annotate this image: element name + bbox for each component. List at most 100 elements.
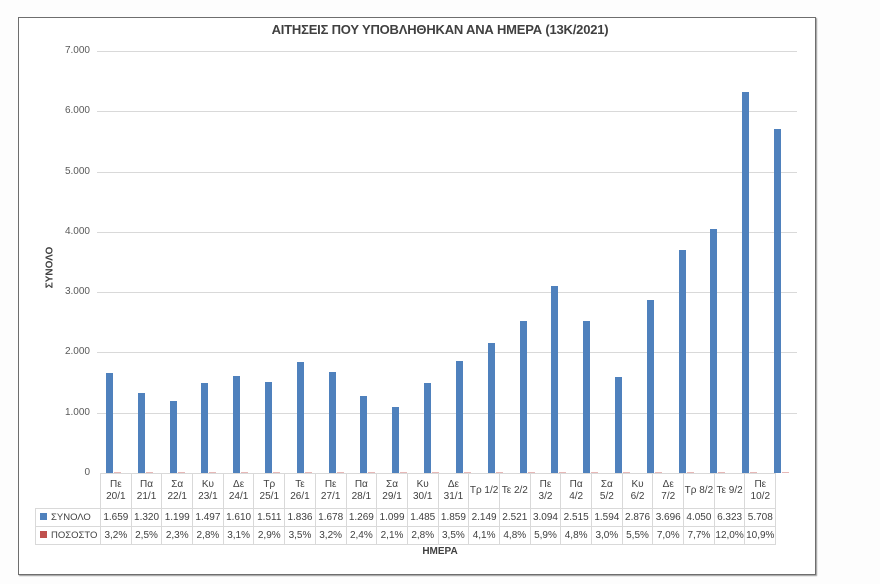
data-cell: 12,0% (713, 526, 746, 545)
data-cell: 1.269 (345, 508, 378, 527)
data-cell: 4,1% (468, 526, 500, 545)
data-cell: 1.199 (161, 508, 194, 527)
data-cell: 1.659 (100, 508, 132, 527)
bar-synolo (296, 362, 304, 473)
bar-pososto (368, 472, 376, 473)
category-header: Δε 24/1 (222, 473, 255, 509)
y-tick-label: 5.000 (64, 165, 90, 177)
data-cell: 7,0% (652, 526, 685, 545)
category-header: Τρ 8/2 (683, 473, 715, 509)
bar-synolo (424, 383, 432, 473)
data-cell: 2.149 (468, 508, 500, 527)
bar-synolo (710, 228, 718, 473)
data-cell: 3.094 (529, 508, 562, 527)
bar-synolo (233, 375, 241, 473)
bar-synolo (392, 406, 400, 473)
bar-pososto (782, 472, 790, 473)
data-cell: 3,5% (437, 526, 470, 545)
bar-pososto (527, 472, 535, 473)
gridline (97, 292, 797, 294)
bar-pososto (559, 472, 567, 473)
data-cell: 2.515 (560, 508, 592, 527)
category-header: Πε 20/1 (100, 473, 132, 509)
data-cell: 2,8% (192, 526, 224, 545)
data-cell: 3,2% (314, 526, 347, 545)
gridline (97, 51, 797, 52)
legend-swatch-icon (40, 531, 47, 538)
y-tick-label: 1.000 (64, 406, 90, 418)
legend-entry: ΠΟΣΟΣΤΟ (35, 526, 101, 545)
bar-synolo (774, 128, 782, 473)
data-cell: 1.678 (314, 508, 347, 527)
data-cell: 1.099 (376, 508, 408, 527)
y-tick-label: 6.000 (64, 105, 90, 117)
bar-pososto (400, 472, 408, 473)
category-header: Πα 28/1 (345, 473, 378, 509)
chart-title: ΑΙΤΗΣΕΙΣ ΠΟΥ ΥΠΟΒΛΗΘΗΚΑΝ ΑΝΑ ΗΜΕΡΑ (13Κ/… (271, 22, 609, 37)
bar-synolo (678, 250, 686, 473)
data-cell: 2,3% (161, 526, 194, 545)
data-cell: 1.511 (253, 508, 286, 527)
data-cell: 4,8% (498, 526, 531, 545)
category-header: Κυ 30/1 (406, 473, 439, 509)
bar-pososto (113, 472, 121, 473)
data-cell: 5,5% (621, 526, 654, 545)
bar-synolo (742, 91, 750, 473)
bar-synolo (583, 321, 591, 473)
bar-synolo (551, 286, 559, 473)
bar-synolo (201, 382, 209, 473)
bar-pososto (718, 472, 726, 473)
data-cell: 1.497 (192, 508, 224, 527)
data-cell: 2.521 (498, 508, 531, 527)
y-tick-label: 7.000 (64, 45, 90, 56)
bar-pososto (654, 472, 662, 473)
category-header: Πα 21/1 (130, 473, 163, 509)
gridline (97, 352, 797, 354)
bar-synolo (105, 372, 113, 473)
bar-pososto (750, 472, 758, 473)
data-cell: 4,8% (560, 526, 592, 545)
data-table: Πε 20/1 Πα 21/1 Σα 22/1 Κυ 23/1 Δε 24/1 Τρ 25/1 Τε 26… (35, 473, 777, 545)
category-header: Τε 9/2 (713, 473, 746, 509)
x-axis-label: ΗΜΕΡΑ (422, 546, 458, 557)
category-header: Τρ 1/2 (468, 473, 500, 509)
bar-synolo (615, 376, 622, 473)
category-header: Πε 3/2 (529, 473, 562, 509)
data-cell: 1.610 (222, 508, 255, 527)
bar-synolo (487, 343, 495, 473)
bar-pososto (623, 472, 630, 473)
data-cell: 6.323 (713, 508, 746, 527)
data-cell: 1.836 (284, 508, 316, 527)
gridline (97, 111, 797, 113)
data-cell: 1.859 (437, 508, 470, 527)
bar-synolo (169, 400, 177, 473)
data-cell: 2.876 (621, 508, 654, 527)
category-header: Δε 7/2 (652, 473, 685, 509)
bar-pososto (145, 472, 153, 473)
bar-synolo (265, 381, 272, 473)
bar-synolo (455, 360, 463, 473)
y-tick-label: 4.000 (64, 225, 90, 237)
data-cell: 1.485 (406, 508, 439, 527)
y-tick-label: 3.000 (64, 286, 90, 298)
category-header: Σα 22/1 (161, 473, 194, 509)
category-header: Πε 27/1 (314, 473, 347, 509)
category-header: Κυ 6/2 (621, 473, 654, 509)
data-cell: 3,0% (591, 526, 623, 545)
data-cell: 2,4% (345, 526, 378, 545)
data-cell: 1.320 (130, 508, 163, 527)
gridline (97, 412, 797, 414)
data-cell: 3,1% (222, 526, 255, 545)
data-cell: 7,7% (683, 526, 715, 545)
data-cell: 1.594 (591, 508, 623, 527)
bar-pososto (273, 472, 280, 473)
data-cell: 2,5% (130, 526, 163, 545)
data-cell: 4.050 (683, 508, 715, 527)
category-header: Τε 26/1 (284, 473, 316, 509)
data-cell: 5.708 (744, 508, 777, 527)
legend-swatch-icon (40, 513, 47, 520)
data-cell: 3,2% (100, 526, 132, 545)
data-cell: 3,5% (284, 526, 316, 545)
bar-pososto (463, 472, 471, 473)
y-tick-label: 2.000 (64, 346, 90, 358)
